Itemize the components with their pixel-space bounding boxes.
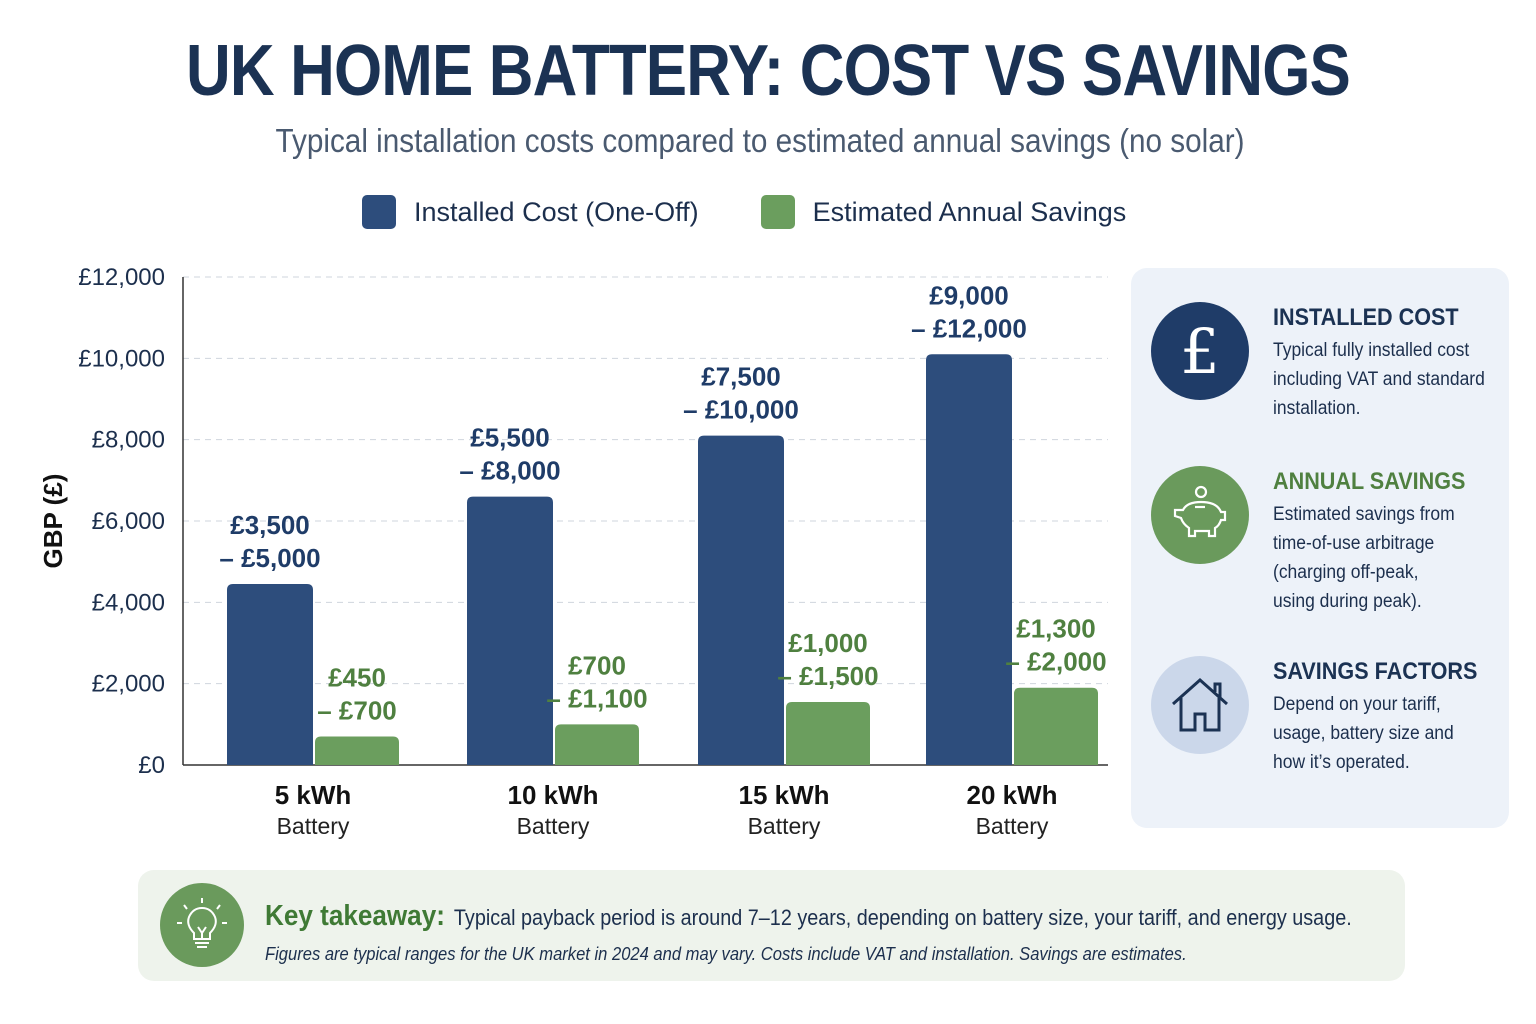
data-label: – £700	[317, 696, 397, 726]
piggy-bank-icon	[1151, 466, 1249, 564]
data-label: – £10,000	[683, 395, 799, 425]
info-text: Typical fully installed cost including VA…	[1273, 340, 1485, 419]
data-label: £1,300	[1016, 614, 1096, 644]
y-tick-label: £12,000	[78, 264, 165, 291]
savings-bar	[786, 701, 870, 765]
savings-bar	[1014, 687, 1098, 765]
x-tick-sublabel: Battery	[748, 813, 821, 839]
x-tick-sublabel: Battery	[277, 813, 350, 839]
legend: Installed Cost (One-Off) Estimated Annua…	[362, 195, 1188, 229]
x-tick-sublabel: Battery	[976, 813, 1049, 839]
data-label: £700	[568, 650, 626, 680]
page-subtitle: Typical installation costs compared to e…	[275, 122, 1245, 159]
y-tick-label: £4,000	[92, 589, 165, 616]
legend-swatch-savings	[760, 195, 795, 229]
legend-swatch-cost	[362, 195, 396, 229]
x-tick-label: 20 kWh	[966, 780, 1057, 810]
cost-bar	[926, 354, 1012, 765]
bar-chart: £0 £2,000 £4,000 £6,000 £8,000 £10,000 £12,000…	[38, 264, 1108, 839]
cost-bar	[467, 496, 553, 765]
data-label: £450	[328, 663, 386, 693]
info-title: SAVINGS FACTORS	[1273, 658, 1478, 685]
data-label: – £12,000	[911, 313, 1027, 343]
legend-label-cost: Installed Cost (One-Off)	[414, 196, 699, 227]
y-axis-label: GBP (£)	[38, 474, 68, 569]
takeaway-label: Key takeaway:	[265, 900, 445, 932]
savings-bar	[315, 736, 399, 765]
info-title: INSTALLED COST	[1273, 304, 1459, 331]
info-panel: £ INSTALLED COST Typical fully installed…	[1131, 268, 1509, 828]
x-tick-label: 5 kWh	[275, 780, 352, 810]
data-label: £1,000	[788, 628, 868, 658]
data-label: £7,500	[701, 362, 781, 392]
takeaway-text: Typical payback period is around 7–12 ye…	[453, 905, 1352, 930]
x-tick-sublabel: Battery	[517, 813, 590, 839]
data-label: – £1,100	[546, 683, 647, 713]
y-tick-label: £10,000	[78, 345, 165, 372]
y-tick-label: £6,000	[92, 508, 165, 535]
y-tick-label: £0	[138, 752, 165, 779]
data-label: – £8,000	[459, 456, 560, 486]
key-takeaway-box: Key takeaway: Typical payback period is a…	[138, 870, 1405, 981]
data-label: – £1,500	[777, 661, 878, 691]
page-title: UK HOME BATTERY: COST VS SAVINGS	[186, 31, 1351, 111]
cost-bar	[698, 435, 784, 765]
info-title: ANNUAL SAVINGS	[1273, 468, 1466, 495]
data-label: – £5,000	[219, 543, 320, 573]
lightbulb-icon	[160, 883, 244, 967]
house-icon	[1151, 656, 1249, 754]
x-tick-label: 15 kWh	[738, 780, 829, 810]
footnote: Figures are typical ranges for the UK ma…	[265, 944, 1187, 964]
data-label: £9,000	[929, 280, 1009, 310]
data-label: £5,500	[470, 423, 550, 453]
legend-label-savings: Estimated Annual Savings	[812, 196, 1127, 227]
info-text: Estimated savings from time-of-use arbitr…	[1273, 504, 1455, 612]
y-tick-label: £2,000	[92, 671, 165, 698]
data-label: £3,500	[230, 510, 310, 540]
y-tick-label: £8,000	[92, 427, 165, 454]
savings-bar	[555, 724, 639, 765]
cost-bar	[227, 584, 313, 765]
data-label: – £2,000	[1005, 647, 1106, 677]
info-text: Depend on your tariff, usage, battery siz…	[1273, 694, 1454, 773]
pound-icon: £	[1151, 302, 1249, 400]
x-tick-label: 10 kWh	[507, 780, 598, 810]
